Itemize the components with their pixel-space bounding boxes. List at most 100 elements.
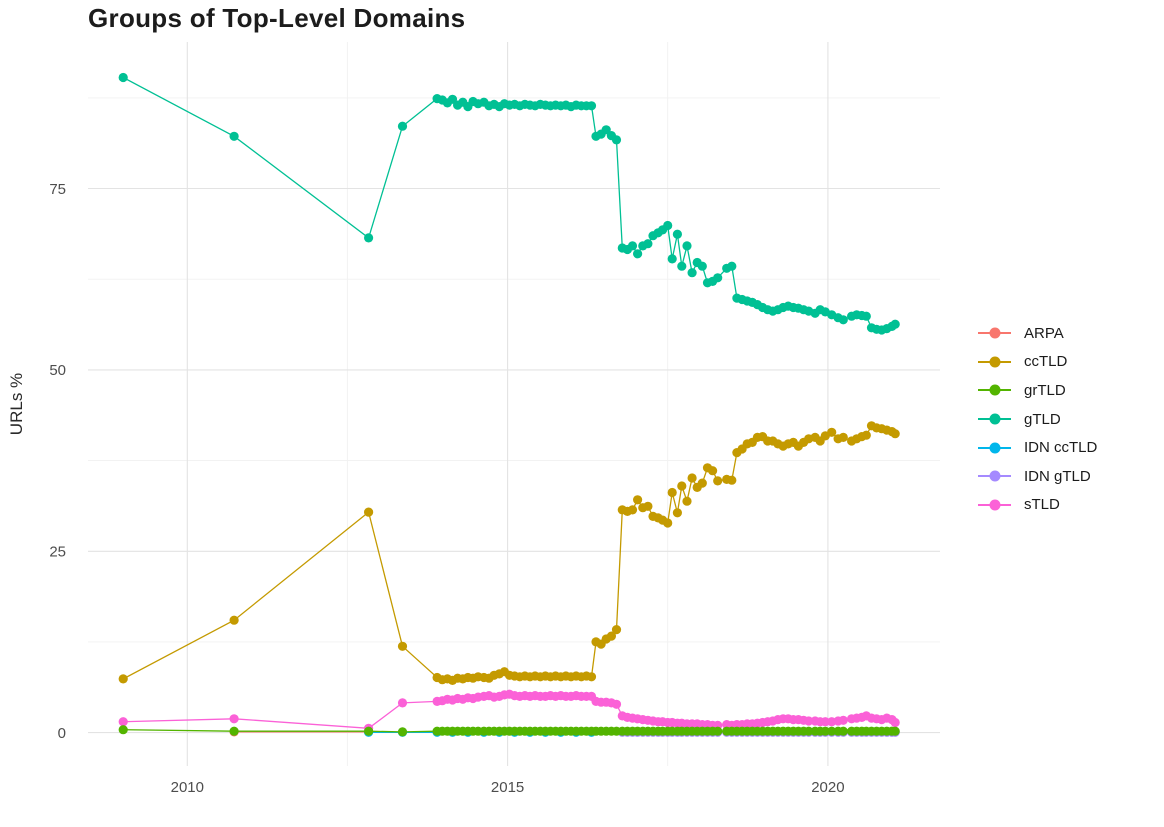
x-tick-label: 2010	[171, 779, 204, 796]
data-point-cctld	[586, 672, 597, 682]
data-point-gtld	[667, 254, 677, 264]
legend-key-stld	[978, 498, 1011, 511]
data-point-grtld	[713, 726, 723, 736]
data-point-gtld	[364, 233, 374, 243]
data-point-grtld	[118, 725, 128, 735]
legend-key-gtld	[978, 413, 1011, 426]
legend-item-arpa: ARPA	[978, 319, 1097, 348]
legend-item-cctld: ccTLD	[978, 348, 1097, 377]
legend-key-dot	[989, 470, 1000, 482]
legend-key-dot	[989, 442, 1000, 454]
data-point-cctld	[697, 478, 707, 488]
data-point-stld	[397, 698, 408, 708]
data-point-cctld	[643, 501, 653, 511]
data-point-cctld	[861, 430, 871, 440]
data-point-stld	[804, 716, 814, 726]
data-point-stld	[820, 717, 830, 727]
data-point-grtld	[364, 726, 374, 736]
data-point-cctld	[838, 432, 848, 442]
data-point-grtld	[229, 726, 239, 736]
data-point-gtld	[586, 101, 597, 111]
data-point-gtld	[229, 131, 239, 141]
data-point-gtld	[713, 273, 723, 283]
legend-key-idn-gtld	[978, 470, 1011, 483]
data-point-cctld	[606, 631, 617, 641]
data-point-gtld	[627, 241, 638, 251]
legend-item-idn-cctld: IDN ccTLD	[978, 433, 1097, 462]
legend-key-arpa	[978, 327, 1011, 340]
data-point-grtld	[890, 726, 900, 736]
chart-title: Groups of Top-Level Domains	[88, 3, 466, 33]
legend-key-cctld	[978, 355, 1011, 368]
data-point-gtld	[663, 220, 673, 231]
legend-label: gTLD	[1024, 410, 1061, 428]
legend-key-dot	[989, 327, 1000, 339]
x-tick-label: 2015	[491, 779, 524, 796]
data-point-cctld	[633, 495, 643, 505]
data-point-grtld	[820, 726, 830, 736]
legend-item-gtld: gTLD	[978, 405, 1097, 434]
data-point-gtld	[677, 261, 687, 271]
data-point-gtld	[633, 249, 643, 259]
series-line-gtld	[122, 76, 896, 331]
data-point-stld	[838, 715, 848, 725]
legend-item-stld: sTLD	[978, 491, 1097, 520]
data-point-gtld	[672, 229, 683, 239]
legend-key-idn-cctld	[978, 441, 1011, 454]
y-tick-label: 50	[49, 362, 66, 379]
data-point-cctld	[687, 473, 697, 483]
data-point-cctld	[672, 508, 683, 518]
legend-label: ARPA	[1024, 324, 1064, 342]
y-axis-label: URLs %	[7, 372, 26, 436]
data-point-gtld	[838, 315, 848, 325]
legend-key-dot	[989, 499, 1000, 511]
data-point-stld	[890, 717, 900, 728]
data-point-cctld	[890, 429, 900, 439]
data-point-cctld	[663, 518, 673, 528]
data-point-stld	[611, 699, 622, 709]
data-point-cctld	[727, 475, 737, 485]
data-point-grtld	[397, 727, 408, 737]
legend-label: IDN gTLD	[1024, 467, 1091, 485]
y-tick-label: 0	[58, 725, 66, 742]
legend-label: IDN ccTLD	[1024, 439, 1098, 457]
legend: ARPA ccTLD grTLD gTLD IDN ccTLD IDN gTLD sTLD	[978, 319, 1097, 519]
data-point-cctld	[118, 674, 128, 684]
data-point-cctld	[364, 507, 374, 517]
data-point-cctld	[397, 641, 408, 651]
data-point-cctld	[708, 466, 718, 476]
data-point-cctld	[667, 487, 677, 498]
data-point-cctld	[827, 427, 837, 437]
data-point-stld	[229, 714, 239, 724]
data-point-cctld	[713, 476, 723, 486]
data-point-grtld	[827, 726, 837, 736]
data-point-cctld	[627, 505, 638, 515]
data-point-gtld	[687, 268, 697, 278]
legend-label: ccTLD	[1024, 353, 1068, 371]
data-point-gtld	[697, 261, 707, 271]
y-tick-label: 75	[49, 181, 66, 198]
data-point-cctld	[677, 481, 687, 491]
data-point-gtld	[861, 311, 871, 321]
data-point-gtld	[890, 319, 900, 329]
data-point-gtld	[727, 261, 737, 271]
data-point-gtld	[397, 121, 408, 131]
data-point-grtld	[804, 726, 814, 736]
data-point-gtld	[118, 72, 128, 83]
legend-key-dot	[989, 356, 1000, 368]
y-tick-label: 25	[49, 544, 66, 561]
data-point-gtld	[611, 135, 622, 145]
data-point-cctld	[611, 625, 622, 635]
legend-label: sTLD	[1024, 496, 1060, 514]
legend-item-grtld: grTLD	[978, 376, 1097, 405]
data-point-gtld	[643, 239, 653, 249]
data-point-gtld	[682, 241, 692, 251]
legend-item-idn-gtld: IDN gTLD	[978, 462, 1097, 491]
legend-label: grTLD	[1024, 381, 1066, 399]
legend-key-grtld	[978, 384, 1011, 397]
data-point-grtld	[838, 726, 848, 736]
legend-key-dot	[989, 384, 1000, 396]
x-tick-label: 2020	[811, 779, 844, 796]
